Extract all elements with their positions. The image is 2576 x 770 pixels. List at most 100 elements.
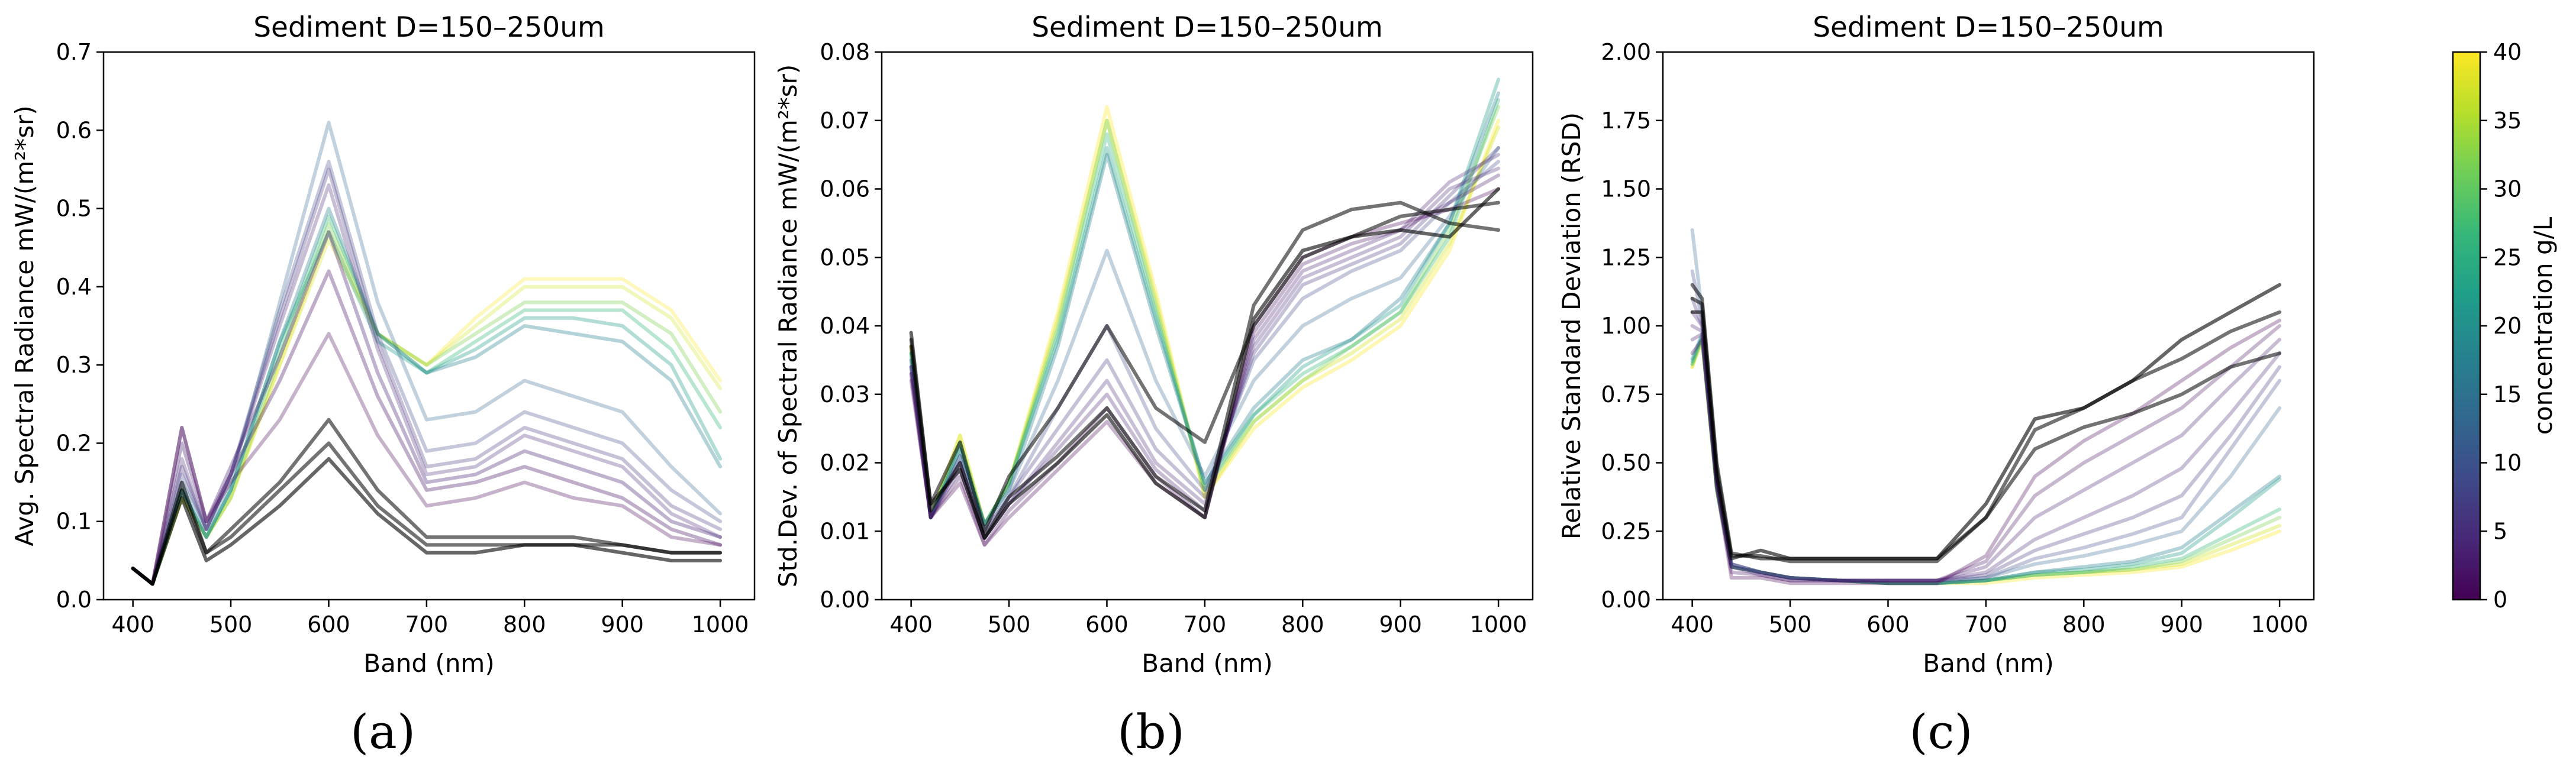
panel-b-ytick-label: 0.08 [820, 39, 870, 65]
panel-b-ytick-label: 0.07 [820, 108, 870, 134]
panel-c-xlabel: Band (nm) [1923, 649, 2053, 678]
panel-b-ylabel: Std.Dev. of Spectral Radiance mW/(m²*sr) [773, 64, 802, 587]
panel-c-ytick-label: 1.25 [1601, 244, 1651, 270]
panel-c-series-15 [1690, 283, 2282, 561]
panel-b-ytick-label: 0.06 [820, 176, 870, 202]
panel-b-series-2 [909, 105, 1501, 526]
colorbar-gradient [2452, 51, 2481, 601]
panel-c-xtick-label: 1000 [2251, 612, 2309, 638]
panel-a-ytick-label: 0.5 [56, 196, 92, 222]
panel-c-series-1 [1690, 338, 2282, 585]
panel-c-xtick-label: 500 [1769, 612, 1812, 638]
panel-c-series-6 [1690, 228, 2282, 585]
panel-c-ytick-label: 1.00 [1601, 313, 1651, 339]
panel-a-series-5 [131, 206, 723, 586]
panel-c: Sediment D=150–250um 400 500 600 700 800 900 1… [1557, 11, 2315, 759]
panel-a-series-7 [131, 160, 723, 586]
panel-a-title: Sediment D=150–250um [253, 11, 605, 44]
colorbar: 0 5 10 15 20 25 30 35 40 concentration g/L [2452, 39, 2558, 613]
panel-c-ytick-label: 1.75 [1601, 108, 1651, 134]
panel-c-xticks: 400 500 600 700 800 900 1000 [1671, 600, 2308, 638]
panel-c-xtick-label: 900 [2160, 612, 2203, 638]
panel-a-series-11 [131, 269, 723, 586]
panel-b-xtick-label: 400 [889, 612, 933, 638]
panel-a-lines [131, 121, 723, 586]
panel-c-xtick-label: 400 [1671, 612, 1714, 638]
panel-c-series-8 [1690, 296, 2282, 583]
panel-a-yticks: 0.0 0.1 0.2 0.3 0.4 0.5 0.6 0.7 [56, 39, 104, 613]
panel-a-series-13 [131, 418, 723, 586]
panel-b-series-7 [909, 160, 1501, 533]
colorbar-tick-label: 40 [2493, 39, 2522, 65]
panel-c-ytick-label: 0.50 [1601, 450, 1651, 476]
panel-a-xtick-label: 600 [307, 612, 350, 638]
panel-c-ytick-label: 0.75 [1601, 381, 1651, 407]
panel-a-xticks: 400 500 600 700 800 900 1000 [111, 600, 749, 638]
colorbar-tick-label: 5 [2493, 518, 2507, 544]
panel-a-xlabel: Band (nm) [363, 649, 494, 678]
panel-c-ytick-label: 1.50 [1601, 176, 1651, 202]
panel-c-frame [1662, 51, 2315, 601]
panel-c-series-11 [1690, 324, 2282, 583]
panel-b-series-13 [909, 200, 1501, 533]
panel-a-ytick-label: 0.2 [56, 430, 92, 456]
panel-a-ytick-label: 0.4 [56, 274, 92, 300]
panel-a-xtick-label: 700 [405, 612, 449, 638]
panel-a: Sediment D=150–250um 400 500 600 700 800 900 1… [10, 11, 756, 759]
panel-a-frame [102, 51, 756, 601]
panel-c-title: Sediment D=150–250um [1813, 11, 2164, 44]
panel-a-xtick-label: 900 [601, 612, 644, 638]
colorbar-tick-label: 0 [2493, 587, 2507, 613]
panel-c-yticks: 0.00 0.25 0.50 0.75 1.00 1.25 1.50 1.75 2.00 [1601, 39, 1663, 613]
panel-c-xtick-label: 800 [2062, 612, 2106, 638]
panel-b-series-6 [909, 146, 1501, 526]
panel-c-series-3 [1690, 335, 2282, 585]
panel-a-series-12 [131, 332, 723, 586]
panel-c-ytick-label: 0.25 [1601, 518, 1651, 544]
panel-b-xticks: 400 500 600 700 800 900 1000 [889, 600, 1527, 638]
panel-b-ytick-label: 0.02 [820, 450, 870, 476]
panel-a-ytick-label: 0.3 [56, 352, 92, 378]
panel-a-ytick-label: 0.6 [56, 117, 92, 143]
panel-c-xtick-label: 600 [1866, 612, 1910, 638]
panel-a-series-3 [131, 214, 723, 586]
panel-b-xtick-label: 1000 [1470, 612, 1527, 638]
panel-a-series-0 [131, 230, 723, 586]
panel-b-ytick-label: 0.05 [820, 244, 870, 270]
panel-a-series-6 [131, 121, 723, 586]
panel-b-xtick-label: 700 [1184, 612, 1227, 638]
panel-a-ytick-label: 0.1 [56, 509, 92, 535]
colorbar-tick-label: 30 [2493, 176, 2522, 202]
panel-c-series-0 [1690, 338, 2282, 585]
panel-a-xtick-label: 800 [503, 612, 546, 638]
panel-c-letter: (c) [1909, 704, 1972, 759]
panel-a-series-14 [131, 441, 723, 586]
panel-c-lines [1690, 228, 2282, 585]
panel-a-xtick-label: 500 [209, 612, 253, 638]
panel-b-ytick-label: 0.04 [820, 313, 870, 339]
panel-b-yticks: 0.00 0.01 0.02 0.03 0.04 0.05 0.06 0.07 0.08 [820, 39, 882, 613]
panel-b-xtick-label: 600 [1085, 612, 1129, 638]
panel-a-letter: (a) [350, 704, 415, 759]
panel-a-ylabel: Avg. Spectral Radiance mW/(m²*sr) [10, 105, 39, 546]
panel-c-xtick-label: 700 [1965, 612, 2008, 638]
panel-b-xtick-label: 500 [988, 612, 1031, 638]
panel-c-ytick-label: 2.00 [1601, 39, 1651, 65]
panel-b-letter: (b) [1117, 704, 1185, 759]
colorbar-ticks: 0 5 10 15 20 25 30 35 40 [2480, 39, 2522, 613]
panel-c-ytick-label: 0.00 [1601, 587, 1651, 613]
panel-b-ytick-label: 0.00 [820, 587, 870, 613]
panel-a-series-9 [131, 183, 723, 586]
panel-c-ylabel: Relative Standard Deviation (RSD) [1557, 112, 1586, 539]
panel-b-xtick-label: 800 [1281, 612, 1324, 638]
panel-a-series-8 [131, 167, 723, 586]
colorbar-tick-label: 10 [2493, 450, 2522, 476]
panel-b-ytick-label: 0.01 [820, 518, 870, 544]
panel-a-series-2 [131, 222, 723, 586]
panel-b-xlabel: Band (nm) [1142, 649, 1272, 678]
panel-b-lines [909, 77, 1501, 547]
panel-b-xtick-label: 900 [1379, 612, 1422, 638]
panel-b-title: Sediment D=150–250um [1031, 11, 1383, 44]
panel-a-series-1 [131, 238, 723, 586]
